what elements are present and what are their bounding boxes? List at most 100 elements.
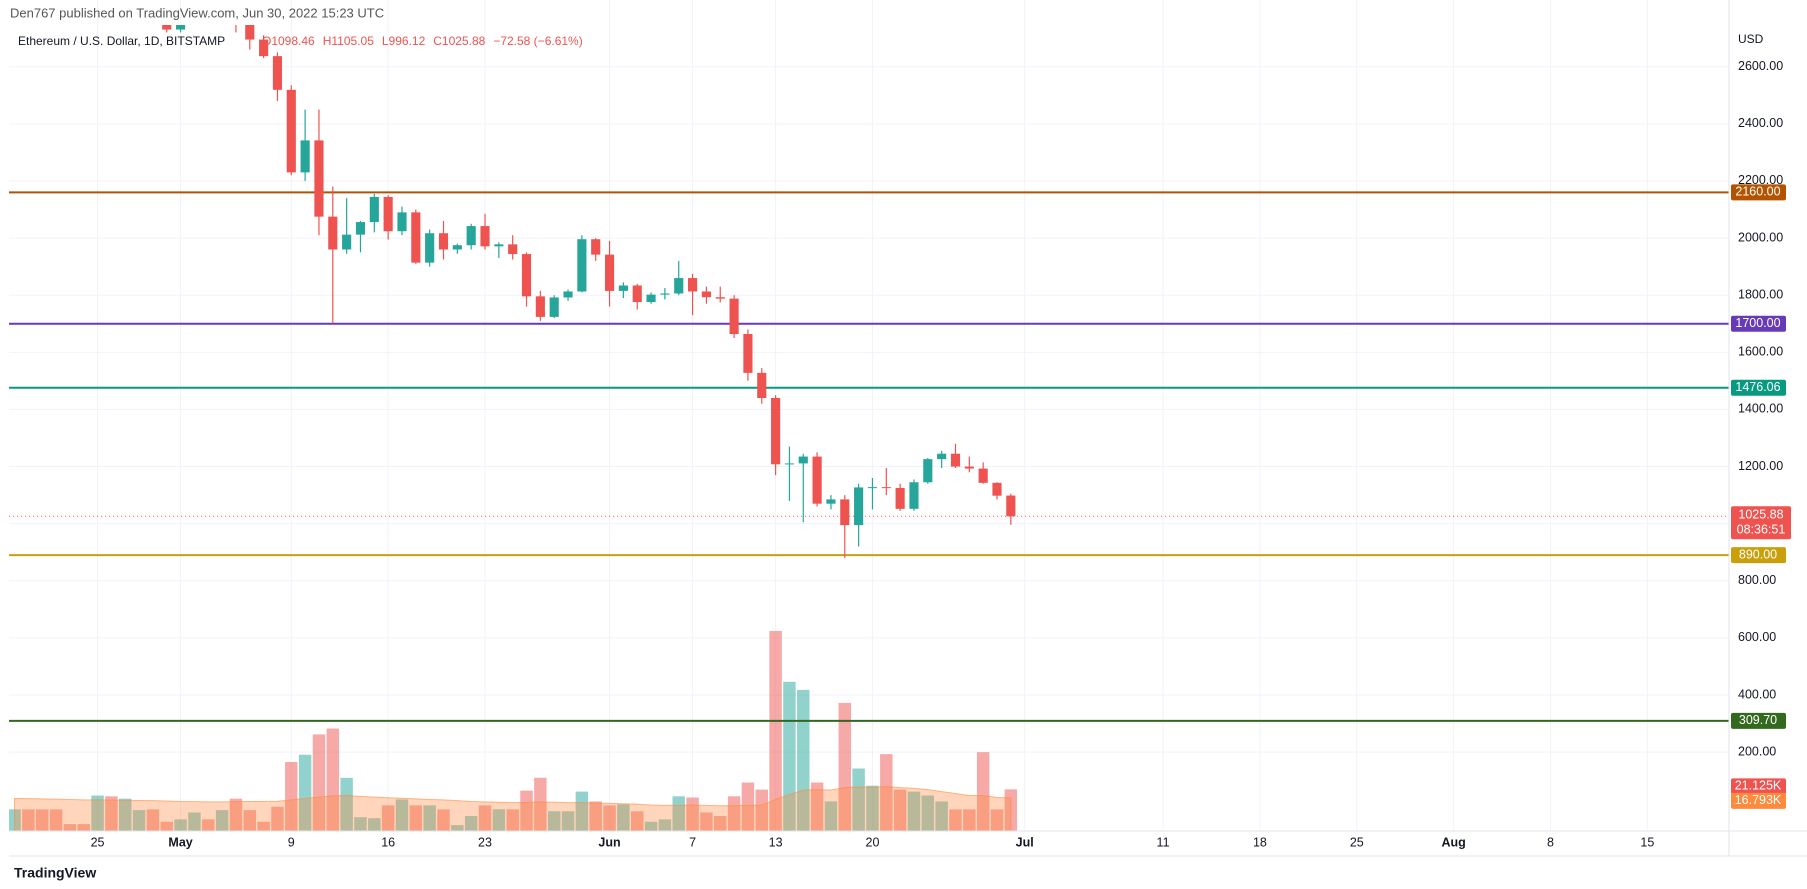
volume-bar <box>976 752 990 831</box>
ohlc-value: L996.12 <box>382 34 426 48</box>
y-tick-label: 2200.00 <box>1738 173 1783 187</box>
y-tick-label: 2400.00 <box>1738 116 1783 130</box>
volume-bar <box>354 817 367 831</box>
y-tick-label: 1400.00 <box>1738 402 1783 416</box>
candle-body <box>798 456 808 464</box>
volume-bar <box>49 809 63 831</box>
volume-bar <box>409 805 423 831</box>
level-badge <box>1731 315 1786 332</box>
candle-body <box>466 226 476 246</box>
candle-body <box>840 499 850 526</box>
candle-body <box>328 216 338 250</box>
candle-body <box>549 297 559 317</box>
volume-bar <box>893 789 907 831</box>
y-tick-label: 600.00 <box>1738 630 1776 644</box>
x-tick-label: Aug <box>1441 835 1465 849</box>
volume-bar <box>423 805 436 831</box>
candle-body <box>743 334 753 373</box>
volume-bar <box>395 799 409 831</box>
volume-badge <box>1731 792 1786 809</box>
level-label: 1476.06 <box>1735 380 1780 394</box>
level-badge <box>1731 379 1786 396</box>
x-tick-label: Jun <box>598 835 620 849</box>
candle-body <box>176 25 186 30</box>
volume-bar <box>478 805 492 831</box>
x-tick-label: 20 <box>866 835 880 849</box>
volume-bar <box>727 796 741 831</box>
x-tick-label: Jul <box>1016 835 1034 849</box>
volume-bar <box>340 777 353 831</box>
level-badge <box>1731 184 1786 201</box>
volume-bar <box>714 816 727 831</box>
candle-body <box>757 372 767 399</box>
volume-bar <box>520 790 533 831</box>
volume-bar <box>381 805 395 831</box>
ohlc-value: C1025.88 <box>433 34 485 48</box>
candle-body <box>646 294 656 303</box>
volume-bar <box>824 801 838 831</box>
x-tick-label: 15 <box>1640 835 1654 849</box>
volume-bar <box>755 789 768 831</box>
volume-bar <box>298 754 312 831</box>
header: Den767 published on TradingView.com, Jun… <box>10 5 384 20</box>
volume-bar <box>271 806 284 831</box>
volume-bar <box>797 689 810 831</box>
volume-bar <box>91 795 104 831</box>
volume-bar <box>658 819 672 831</box>
volume-bar <box>589 801 602 831</box>
candle-body <box>383 196 393 232</box>
currency: USD <box>1738 32 1764 46</box>
candle-body <box>715 297 725 299</box>
volume-bar <box>35 809 49 831</box>
candle-body <box>812 456 822 504</box>
x-tick-label: 16 <box>381 835 395 849</box>
candle-body <box>729 298 739 335</box>
candle-body <box>190 0 199 2</box>
candle-body <box>937 453 947 460</box>
candle-body <box>591 239 601 255</box>
level-label: 1700.00 <box>1735 316 1780 330</box>
volume-bar <box>963 809 976 831</box>
candle-body <box>425 233 435 263</box>
candle-body <box>272 56 283 90</box>
y-tick-label: 200.00 <box>1738 744 1776 758</box>
volume-bar <box>437 809 450 831</box>
volume-bar <box>312 734 326 831</box>
x-tick-label: 7 <box>689 835 696 849</box>
volume-bar <box>907 791 921 831</box>
volume-bar <box>547 811 561 831</box>
candle-body <box>397 212 407 232</box>
volume-bar <box>644 821 658 831</box>
x-tick-label: 13 <box>769 835 783 849</box>
volume-bar <box>810 782 824 831</box>
candle-body <box>314 140 324 217</box>
candle-body <box>480 226 490 247</box>
candle-body <box>950 453 961 467</box>
candle-body <box>660 293 670 295</box>
candle-body <box>342 234 352 250</box>
y-tick-label: 1800.00 <box>1738 287 1783 301</box>
candle-body <box>881 487 891 489</box>
x-tick-label: 25 <box>1350 835 1364 849</box>
volume-bar <box>464 816 478 831</box>
volume-bar <box>769 630 782 831</box>
volume-bar <box>603 805 616 831</box>
volume-bar <box>700 812 713 831</box>
candle-body <box>245 25 255 40</box>
volume-bar <box>990 809 1004 831</box>
y-tick-label: 400.00 <box>1738 687 1776 701</box>
volume-bar <box>77 824 90 831</box>
candle-body <box>978 468 988 483</box>
candle-body <box>148 0 157 5</box>
ohlc-value: H1105.05 <box>323 34 374 48</box>
candle-body <box>563 291 573 298</box>
volume-label: 21.125K <box>1735 779 1782 793</box>
volume-bar <box>63 824 77 831</box>
level-label: 2160.00 <box>1735 185 1780 199</box>
x-tick-label: May <box>168 835 192 849</box>
candle-body <box>411 212 421 263</box>
candle-body <box>508 244 518 255</box>
y-tick-label: 1200.00 <box>1738 459 1783 473</box>
candle-body <box>577 239 587 292</box>
candle-body <box>909 482 919 509</box>
